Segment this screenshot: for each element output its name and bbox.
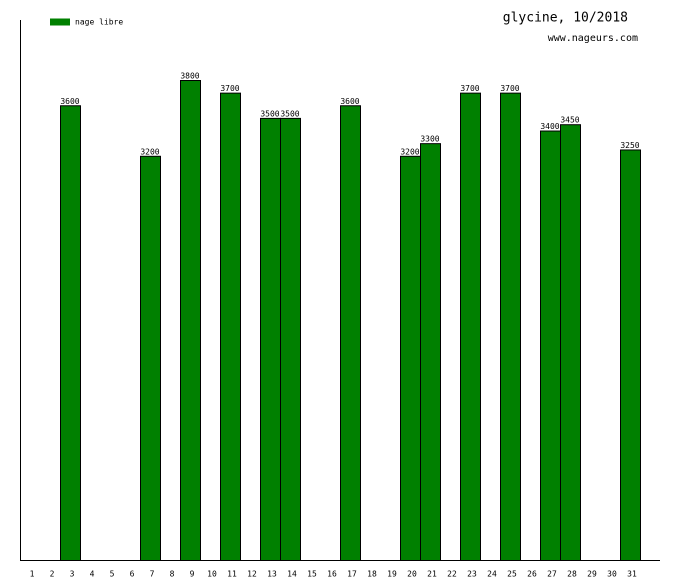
bar (280, 117, 301, 561)
x-tick-label: 7 (150, 570, 155, 579)
bar (340, 105, 361, 562)
data-label: 3300 (420, 135, 439, 144)
bar (540, 130, 561, 562)
x-tick-label: 13 (267, 570, 277, 579)
bar (60, 105, 81, 562)
x-tick-label: 30 (607, 570, 617, 579)
x-tick-label: 10 (207, 570, 217, 579)
chart-subtitle: www.nageurs.com (548, 33, 638, 44)
x-tick-label: 11 (227, 570, 237, 579)
data-label: 3800 (180, 72, 199, 81)
x-tick-label: 17 (347, 570, 357, 579)
x-tick-label: 4 (90, 570, 95, 579)
chart-title: glycine, 10/2018 (503, 11, 628, 26)
x-tick-label: 25 (507, 570, 517, 579)
data-label: 3450 (560, 116, 579, 125)
data-label: 3700 (460, 84, 479, 93)
x-tick-label: 6 (130, 570, 135, 579)
x-tick-label: 22 (447, 570, 457, 579)
x-tick-label: 21 (427, 570, 437, 579)
bar (500, 92, 521, 561)
data-label: 3500 (280, 109, 299, 118)
bar (460, 92, 481, 561)
data-label: 3700 (220, 84, 239, 93)
bar (260, 117, 281, 561)
x-tick-label: 31 (627, 570, 637, 579)
data-label: 3200 (400, 147, 419, 156)
x-tick-label: 14 (287, 570, 297, 579)
data-label: 3500 (260, 109, 279, 118)
bar (620, 149, 641, 561)
data-label: 3200 (140, 147, 159, 156)
x-tick-label: 23 (467, 570, 477, 579)
legend-swatch (50, 18, 70, 26)
x-tick-label: 28 (567, 570, 577, 579)
x-tick-label: 20 (407, 570, 417, 579)
bar (220, 92, 241, 561)
x-tick-label: 5 (110, 570, 115, 579)
x-tick-label: 15 (307, 570, 317, 579)
x-tick-label: 18 (367, 570, 377, 579)
x-tick-label: 29 (587, 570, 597, 579)
x-tick-label: 1 (30, 570, 35, 579)
bar (180, 80, 201, 561)
data-label: 3400 (540, 122, 559, 131)
x-tick-label: 2 (50, 570, 55, 579)
x-tick-label: 24 (487, 570, 497, 579)
bar (420, 143, 441, 561)
x-tick-label: 9 (190, 570, 195, 579)
legend-label: nage libre (75, 18, 123, 27)
x-tick-label: 3 (70, 570, 75, 579)
x-tick-label: 16 (327, 570, 337, 579)
data-label: 3600 (340, 97, 359, 106)
data-label: 3250 (620, 141, 639, 150)
bar (560, 124, 581, 561)
x-tick-label: 19 (387, 570, 397, 579)
x-tick-label: 8 (170, 570, 175, 579)
x-tick-label: 26 (527, 570, 537, 579)
x-tick-label: 12 (247, 570, 257, 579)
data-label: 3600 (60, 97, 79, 106)
data-label: 3700 (500, 84, 519, 93)
bar (140, 155, 161, 562)
x-tick-label: 27 (547, 570, 557, 579)
bar (400, 155, 421, 562)
